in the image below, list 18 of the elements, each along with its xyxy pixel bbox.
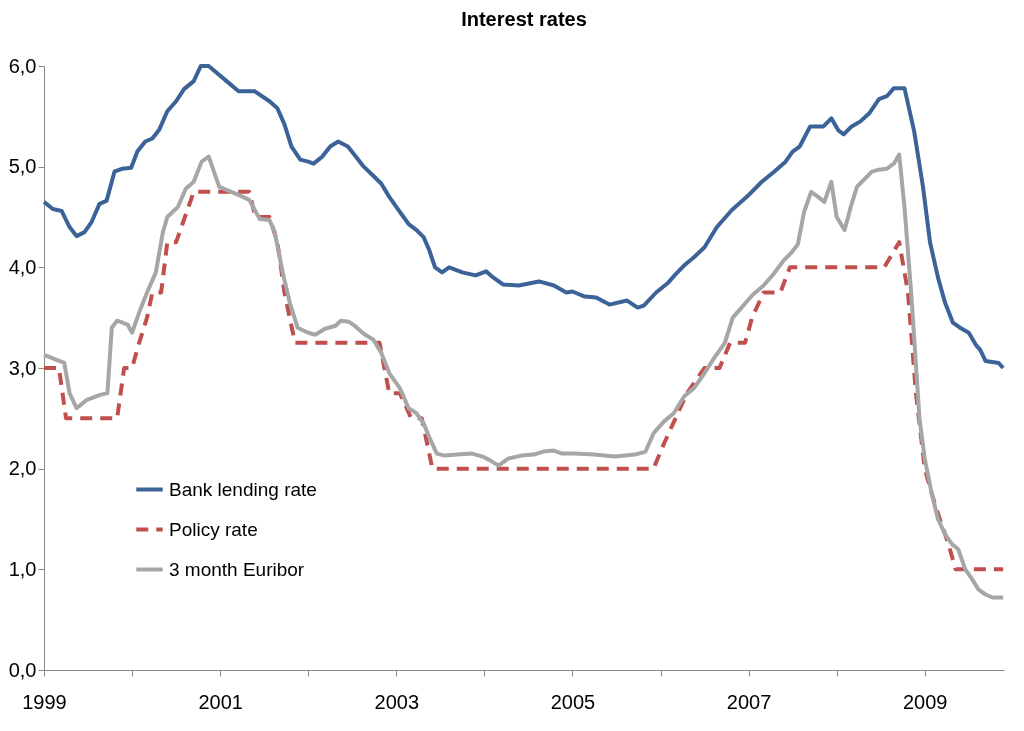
y-tick-label: 6,0 (8, 54, 37, 77)
x-tick-label: 2003 (374, 690, 420, 713)
y-tick-label: 3,0 (8, 356, 37, 379)
y-tick-label: 5,0 (8, 155, 37, 178)
x-tick-label: 2005 (550, 690, 596, 713)
y-tick-label: 0,0 (8, 658, 37, 681)
chart-title: Interest rates (461, 8, 587, 30)
x-tick-label: 2009 (902, 690, 948, 713)
legend-label: 3 month Euribor (169, 558, 305, 580)
y-tick-label: 4,0 (8, 255, 37, 278)
x-tick-label: 2001 (198, 690, 243, 713)
line-series (42, 64, 1006, 370)
y-tick-label: 1,0 (8, 557, 37, 580)
legend-label: Bank lending rate (169, 478, 317, 500)
x-tick-label: 2007 (726, 690, 772, 713)
y-tick-label: 2,0 (8, 457, 37, 480)
legend-label: Policy rate (169, 518, 258, 540)
x-tick-label: 1999 (22, 690, 67, 713)
